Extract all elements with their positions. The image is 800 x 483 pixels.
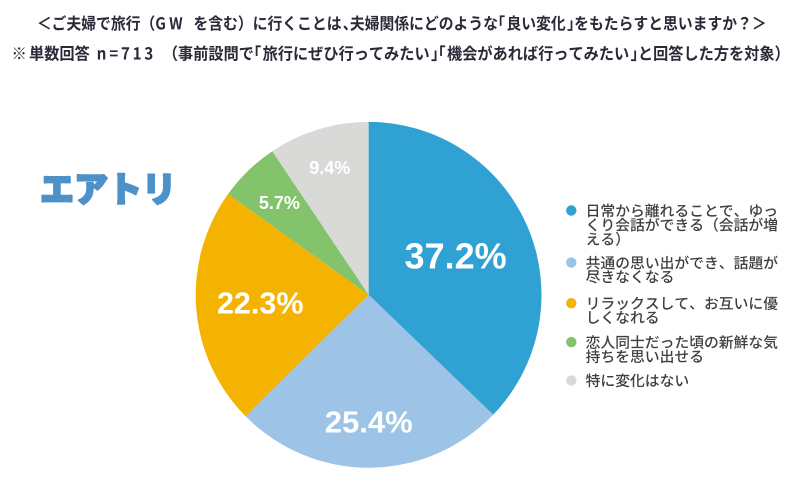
svg-text:9.4%: 9.4% bbox=[309, 158, 350, 178]
svg-text:25.4%: 25.4% bbox=[325, 405, 413, 440]
svg-text:37.2%: 37.2% bbox=[405, 235, 507, 276]
svg-text:22.3%: 22.3% bbox=[217, 287, 303, 321]
svg-text:5.7%: 5.7% bbox=[259, 193, 300, 213]
